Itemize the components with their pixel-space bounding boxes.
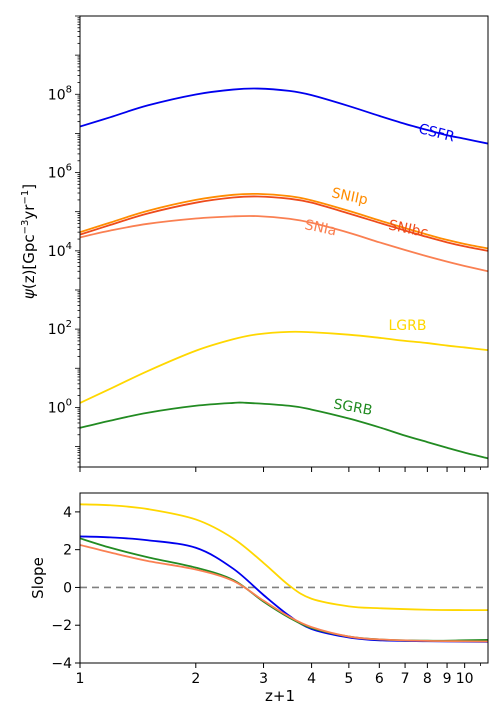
series-label-sgrb: SGRB: [332, 396, 373, 419]
y-tick-label: 102: [48, 319, 72, 338]
y-tick-label: 104: [48, 241, 72, 260]
x-tick-label: 10: [456, 671, 474, 687]
x-axis-label: z+1: [265, 687, 295, 705]
slope-line-1: [80, 535, 488, 643]
series-label-lgrb: LGRB: [388, 318, 426, 334]
series-line-snibc: [80, 195, 488, 252]
series-line-sniip: [80, 192, 488, 250]
x-tick-label: 4: [307, 671, 316, 687]
x-tick-label: 8: [423, 671, 432, 687]
y-tick-label: 2: [63, 543, 72, 559]
slope-line-0: [80, 503, 488, 612]
rate-panel: CSFR SNIIp SNIbc SNIa LGRB SGRB 100 102 104 106 10…: [20, 15, 489, 472]
series-label-snibc: SNIbc: [387, 217, 430, 241]
rate-y-axis-label: ψ(z)[Gpc−3yr−1]: [20, 184, 38, 299]
x-tick-label: 9: [443, 671, 452, 687]
series-line-csfr: [80, 87, 488, 145]
series-line-sgrb: [80, 401, 488, 460]
y-tick-label: −2: [51, 618, 72, 634]
slope-line-3: [80, 544, 488, 643]
slope-line-2: [80, 537, 488, 642]
y-tick-label: 4: [63, 505, 72, 521]
slope-panel: −4 −2 0 2 4 1 2 3 4 5 6 7 8 9 10 z+1 Slope: [29, 492, 489, 705]
slope-y-axis-label: Slope: [29, 557, 47, 599]
x-tick-label: 7: [401, 671, 410, 687]
y-tick-label: 0: [63, 580, 72, 596]
x-tick-label: 3: [259, 671, 268, 687]
series-line-lgrb: [80, 330, 488, 404]
rate-axes-frame: [79, 15, 489, 468]
x-tick-label: 6: [375, 671, 384, 687]
x-tick-label: 5: [344, 671, 353, 687]
rate-series-group: [80, 87, 488, 460]
y-tick-label: 108: [48, 84, 72, 103]
series-label-csfr: CSFR: [417, 121, 456, 145]
y-tick-label: 100: [48, 397, 72, 416]
slope-series-group: [80, 503, 488, 643]
y-tick-label: −4: [51, 656, 72, 672]
x-tick-label: 2: [191, 671, 200, 687]
x-tick-label: 1: [76, 671, 85, 687]
y-tick-label: 106: [48, 163, 72, 182]
series-label-sniip: SNIIp: [330, 185, 369, 208]
slope-axes-frame: [79, 492, 489, 664]
series-line-snia: [80, 215, 488, 273]
series-label-snia: SNIa: [303, 217, 338, 239]
